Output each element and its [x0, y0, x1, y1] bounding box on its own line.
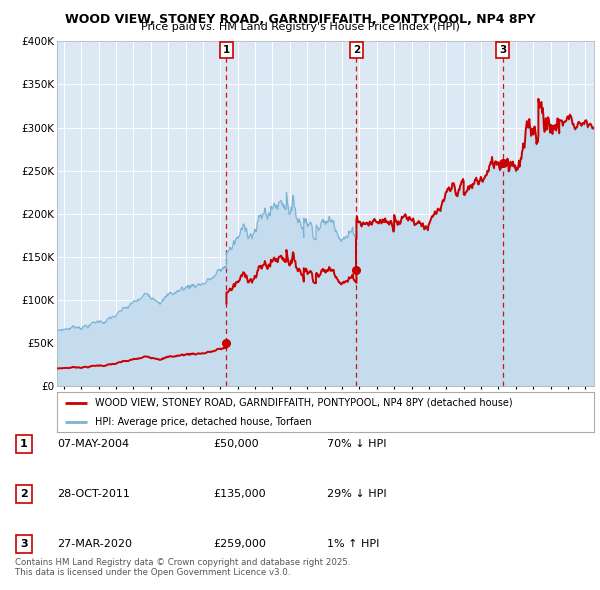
- Text: 2: 2: [20, 489, 28, 499]
- Text: 70% ↓ HPI: 70% ↓ HPI: [327, 439, 386, 448]
- Text: 28-OCT-2011: 28-OCT-2011: [57, 489, 130, 499]
- Text: 1: 1: [20, 439, 28, 448]
- Text: Price paid vs. HM Land Registry's House Price Index (HPI): Price paid vs. HM Land Registry's House …: [140, 22, 460, 32]
- Text: £259,000: £259,000: [213, 539, 266, 549]
- Text: HPI: Average price, detached house, Torfaen: HPI: Average price, detached house, Torf…: [95, 417, 311, 427]
- Text: 3: 3: [499, 45, 506, 55]
- Text: WOOD VIEW, STONEY ROAD, GARNDIFFAITH, PONTYPOOL, NP4 8PY (detached house): WOOD VIEW, STONEY ROAD, GARNDIFFAITH, PO…: [95, 398, 512, 408]
- Text: Contains HM Land Registry data © Crown copyright and database right 2025.
This d: Contains HM Land Registry data © Crown c…: [15, 558, 350, 577]
- Text: 07-MAY-2004: 07-MAY-2004: [57, 439, 129, 448]
- Text: 1% ↑ HPI: 1% ↑ HPI: [327, 539, 379, 549]
- Text: 29% ↓ HPI: 29% ↓ HPI: [327, 489, 386, 499]
- Text: £50,000: £50,000: [213, 439, 259, 448]
- Text: 1: 1: [223, 45, 230, 55]
- Text: 2: 2: [353, 45, 360, 55]
- Text: WOOD VIEW, STONEY ROAD, GARNDIFFAITH, PONTYPOOL, NP4 8PY: WOOD VIEW, STONEY ROAD, GARNDIFFAITH, PO…: [65, 13, 535, 26]
- Text: 27-MAR-2020: 27-MAR-2020: [57, 539, 132, 549]
- Text: 3: 3: [20, 539, 28, 549]
- Text: £135,000: £135,000: [213, 489, 266, 499]
